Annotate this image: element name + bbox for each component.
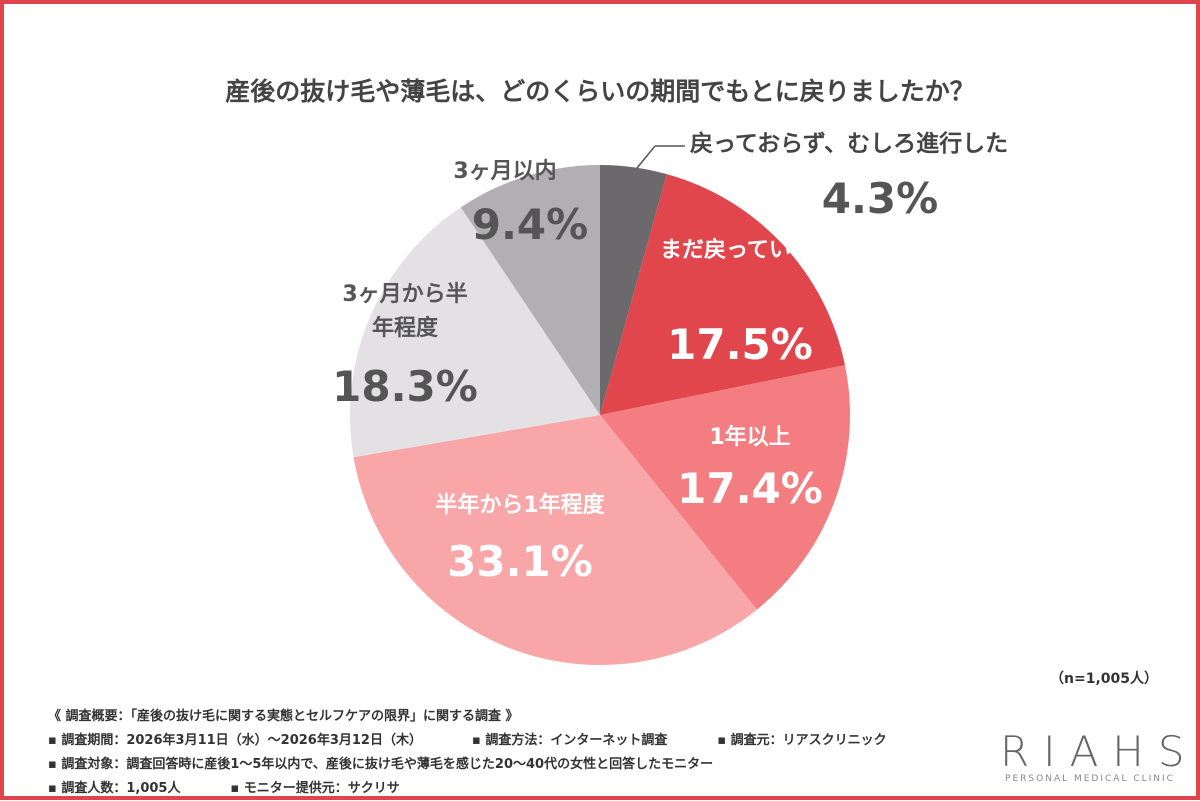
chart-title: 産後の抜け毛や薄毛は、どのくらいの期間でもとに戻りましたか？ (225, 77, 975, 106)
slice-label-2: 1年以上 (709, 425, 791, 450)
slice-label-5: 3ヶ月以内 (453, 159, 557, 184)
slice-label-4: 3ヶ月から半年程度 (342, 282, 468, 341)
slice-value-4: 18.3% (332, 362, 478, 411)
pie-slice-3 (353, 415, 757, 665)
slice-label-0: 戻っておらず、むしろ進行した (690, 131, 1009, 157)
survey-notes: 《 調査概要：「産後の抜け毛に関する実態とセルフケアの限界」に関する調査 》 ▪… (48, 705, 937, 801)
logo-name: RIAHS (1000, 727, 1199, 776)
slice-value-5: 9.4% (471, 200, 589, 249)
slice-label-1: まだ戻っていない (660, 238, 835, 263)
slice-value-3: 33.1% (447, 537, 593, 586)
notes-target: ▪ 調査対象：調査回答時に産後1～5年以内で、産後に抜け毛や薄毛を感じた20～4… (48, 757, 714, 772)
notes-count: ▪ 調査人数：1,005人 (48, 781, 181, 796)
leader-line (636, 145, 656, 169)
pie-slice-4 (349, 207, 600, 458)
notes-period: ▪ 調査期間：2026年3月11日（水）～2026年3月12日（木） (48, 733, 422, 748)
slice-value-0: 4.3% (821, 174, 939, 223)
logo: RIAHS PERSONAL MEDICAL CLINIC (1000, 727, 1199, 785)
pie-slice-2 (600, 365, 850, 610)
notes-provider: ▪ モニター提供元：サクリサ (230, 781, 400, 796)
notes-method: ▪ 調査方法：インターネット調査 (471, 733, 668, 748)
pie-slice-0 (600, 165, 667, 415)
slice-value-2: 17.4% (677, 464, 823, 513)
logo-tagline: PERSONAL MEDICAL CLINIC (1005, 774, 1175, 784)
notes-heading: 《 調査概要：「産後の抜け毛に関する実態とセルフケアの限界」に関する調査 》 (48, 709, 519, 724)
pie-slice-5 (460, 165, 600, 415)
pie-slice-1 (600, 174, 845, 415)
notes-source: ▪ 調査元：リアスクリニック (717, 733, 887, 748)
slice-value-1: 17.5% (667, 320, 813, 369)
slice-label-3: 半年から1年程度 (435, 493, 605, 518)
sample-size: （n=1,005人） (1050, 671, 1158, 687)
